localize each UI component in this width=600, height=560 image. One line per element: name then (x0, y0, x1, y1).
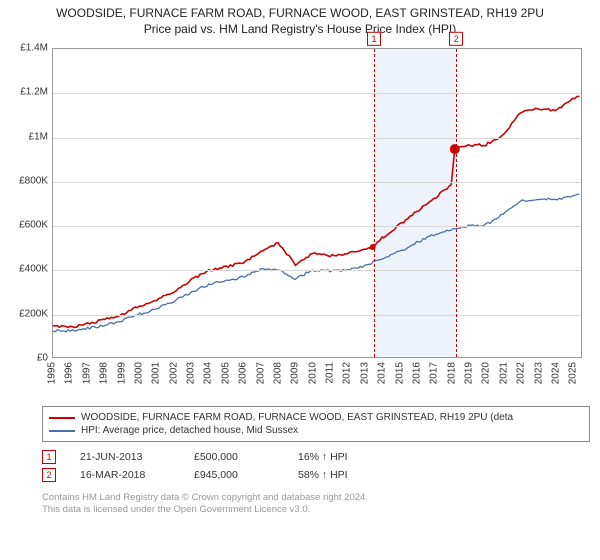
y-axis-label: £0 (8, 353, 48, 364)
x-axis-label: 1995 (47, 362, 58, 384)
chart-container: 12 £0 £200K £400K £600K £800K £1M £1.2M £1.4M 19… (10, 44, 590, 404)
chart-title-address: WOODSIDE, FURNACE FARM ROAD, FURNACE WOO… (10, 6, 590, 20)
chart-title-block: WOODSIDE, FURNACE FARM ROAD, FURNACE WOO… (0, 0, 600, 40)
plot-area: 12 (52, 48, 582, 358)
sale-price: £500,000 (194, 451, 274, 463)
x-axis-label: 2005 (220, 362, 231, 384)
chart-title-sub: Price paid vs. HM Land Registry's House … (10, 22, 590, 36)
sale-row: 2 16-MAR-2018 £945,000 58% ↑ HPI (42, 466, 590, 484)
legend-label-property: WOODSIDE, FURNACE FARM ROAD, FURNACE WOO… (81, 412, 513, 423)
x-axis-label: 2016 (411, 362, 422, 384)
x-axis-label: 1996 (64, 362, 75, 384)
gridline (53, 93, 581, 94)
x-axis-label: 1997 (81, 362, 92, 384)
sale-point (450, 144, 460, 154)
x-axis-label: 2019 (464, 362, 475, 384)
y-axis-label: £400K (8, 264, 48, 275)
chart-marker-2: 2 (449, 32, 463, 46)
sale-date: 21-JUN-2013 (80, 451, 170, 463)
x-axis-label: 2024 (550, 362, 561, 384)
gridline (53, 315, 581, 316)
x-axis-label: 2008 (272, 362, 283, 384)
x-axis-label: 2020 (481, 362, 492, 384)
x-axis-label: 2006 (238, 362, 249, 384)
footer-attribution: Contains HM Land Registry data © Crown c… (42, 492, 590, 517)
x-axis-label: 2011 (325, 362, 336, 384)
x-axis-label: 2017 (429, 362, 440, 384)
legend-row-property: WOODSIDE, FURNACE FARM ROAD, FURNACE WOO… (49, 411, 583, 424)
event-vline (456, 49, 457, 357)
x-axis-label: 2012 (342, 362, 353, 384)
x-axis-label: 2015 (394, 362, 405, 384)
chart-marker-1: 1 (367, 32, 381, 46)
y-axis-label: £1M (8, 131, 48, 142)
y-axis-label: £1.4M (8, 43, 48, 54)
gridline (53, 182, 581, 183)
x-axis-label: 2018 (446, 362, 457, 384)
gridline (53, 226, 581, 227)
x-axis-label: 2022 (516, 362, 527, 384)
legend-swatch-property (49, 417, 75, 419)
chart-svg (53, 49, 581, 357)
series-line-property (53, 96, 579, 327)
legend-row-hpi: HPI: Average price, detached house, Mid … (49, 424, 583, 437)
x-axis-label: 2002 (168, 362, 179, 384)
x-axis-label: 2021 (498, 362, 509, 384)
event-vline (374, 49, 375, 357)
sale-marker-icon: 1 (42, 450, 56, 464)
x-axis-label: 2014 (377, 362, 388, 384)
gridline (53, 270, 581, 271)
series-line-hpi (53, 194, 579, 332)
sale-row: 1 21-JUN-2013 £500,000 16% ↑ HPI (42, 448, 590, 466)
footer-line2: This data is licensed under the Open Gov… (42, 504, 590, 516)
x-axis-label: 2013 (359, 362, 370, 384)
x-axis-label: 2007 (255, 362, 266, 384)
x-axis-label: 2009 (290, 362, 301, 384)
legend-swatch-hpi (49, 430, 75, 432)
legend: WOODSIDE, FURNACE FARM ROAD, FURNACE WOO… (42, 406, 590, 442)
x-axis-label: 1998 (99, 362, 110, 384)
y-axis-label: £800K (8, 175, 48, 186)
x-axis-label: 2010 (307, 362, 318, 384)
y-axis-label: £600K (8, 220, 48, 231)
footer-line1: Contains HM Land Registry data © Crown c… (42, 492, 590, 504)
legend-label-hpi: HPI: Average price, detached house, Mid … (81, 425, 298, 436)
y-axis-label: £200K (8, 308, 48, 319)
x-axis-label: 2025 (568, 362, 579, 384)
sale-date: 16-MAR-2018 (80, 469, 170, 481)
x-axis-label: 2000 (133, 362, 144, 384)
y-axis-label: £1.2M (8, 87, 48, 98)
sale-diff: 58% ↑ HPI (298, 469, 388, 481)
x-axis-label: 1999 (116, 362, 127, 384)
gridline (53, 138, 581, 139)
sale-marker-icon: 2 (42, 468, 56, 482)
x-axis-label: 2004 (203, 362, 214, 384)
sales-table: 1 21-JUN-2013 £500,000 16% ↑ HPI 2 16-MA… (42, 448, 590, 484)
sale-price: £945,000 (194, 469, 274, 481)
x-axis-label: 2023 (533, 362, 544, 384)
x-axis-label: 2001 (151, 362, 162, 384)
sale-diff: 16% ↑ HPI (298, 451, 388, 463)
x-axis-label: 2003 (186, 362, 197, 384)
